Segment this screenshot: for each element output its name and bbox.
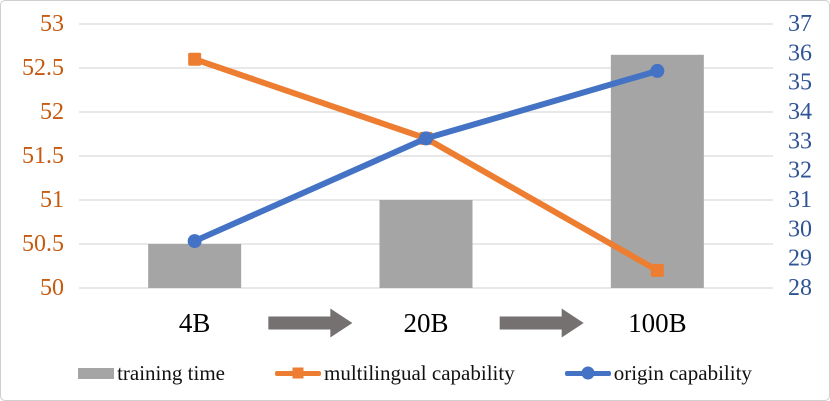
legend-square-marker-icon xyxy=(292,367,304,379)
right-axis-tick-label: 29 xyxy=(788,246,812,272)
right-axis-tick-label: 30 xyxy=(788,216,812,242)
x-axis-label: 20B xyxy=(403,308,448,338)
left-axis-tick-label: 51 xyxy=(40,187,64,213)
x-axis-label: 100B xyxy=(628,308,687,338)
right-axis-tick-label: 31 xyxy=(788,187,812,213)
left-axis-tick-label: 51.5 xyxy=(22,143,64,169)
left-axis-tick-label: 52.5 xyxy=(22,55,64,81)
legend-label: origin capability xyxy=(613,360,752,385)
legend-item-training-time: training time xyxy=(78,361,225,386)
right-axis-tick-label: 28 xyxy=(788,275,812,301)
right-axis-tick-label: 37 xyxy=(788,11,812,37)
right-axis-tick-label: 33 xyxy=(788,128,812,154)
bar-training-time xyxy=(148,244,242,288)
right-arrow-icon xyxy=(499,308,584,338)
legend-item-origin-capability: origin capability xyxy=(564,360,752,386)
x-axis-label: 4B xyxy=(179,308,211,338)
legend-circle-marker-icon xyxy=(581,366,595,380)
chart-legend: training time multilingual capability orig… xyxy=(1,349,829,397)
left-axis-tick-label: 50.5 xyxy=(22,231,64,257)
right-axis-tick-label: 32 xyxy=(788,158,812,184)
legend-label: training time xyxy=(117,360,225,385)
right-arrow-icon xyxy=(268,308,353,338)
bar-training-time xyxy=(379,200,473,288)
legend-item-multilingual-capability: multilingual capability xyxy=(274,360,515,386)
legend-label: multilingual capability xyxy=(323,360,515,385)
left-axis-tick-label: 52 xyxy=(40,99,64,125)
square-marker xyxy=(650,263,664,277)
square-marker xyxy=(188,52,202,66)
left-axis-tick-label: 50 xyxy=(40,275,64,301)
left-axis-tick-label: 53 xyxy=(40,11,64,37)
circle-marker xyxy=(650,63,665,78)
legend-bar-swatch xyxy=(78,367,115,379)
bar-training-time xyxy=(610,54,704,288)
right-axis-tick-label: 34 xyxy=(788,99,812,125)
legend-line-swatch xyxy=(564,366,611,381)
right-axis-tick-label: 35 xyxy=(788,70,812,96)
circle-marker xyxy=(419,131,433,146)
circle-marker xyxy=(187,234,202,249)
combo-chart: 50 50.5 51 51.5 52 52.5 53 28 29 30 31 32 33 34 35 36 37… xyxy=(22,11,812,338)
legend-line-swatch xyxy=(274,366,321,381)
right-axis-tick-label: 36 xyxy=(788,40,812,66)
